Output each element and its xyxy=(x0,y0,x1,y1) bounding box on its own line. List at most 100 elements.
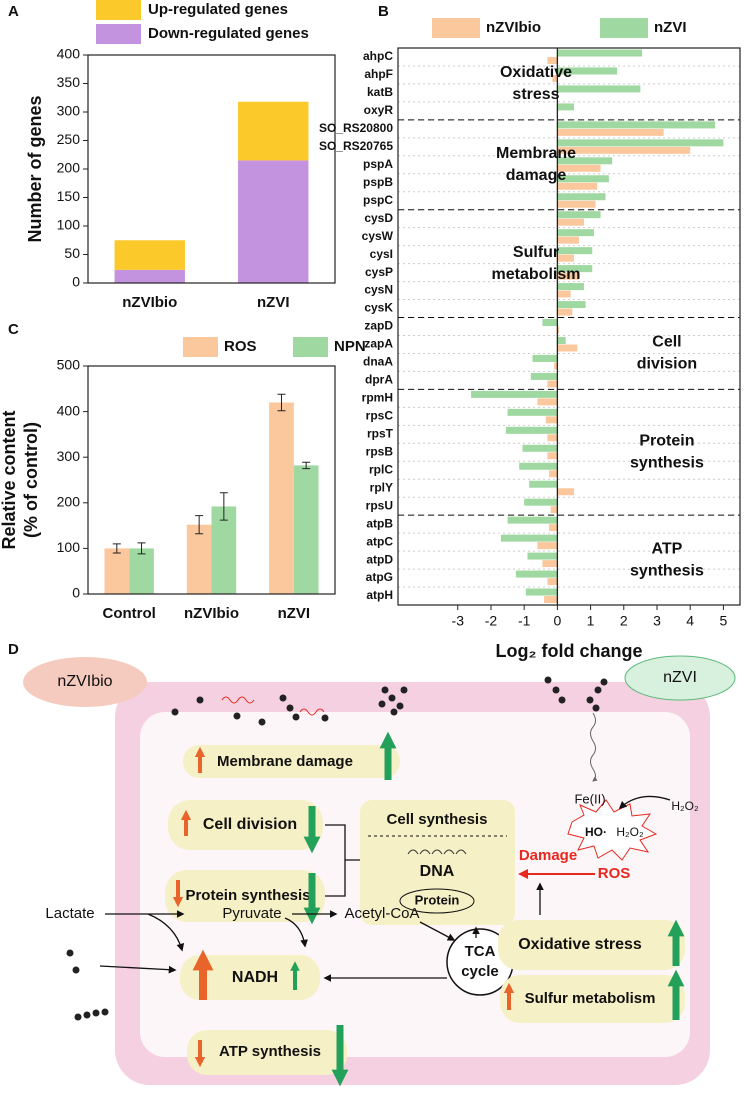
y-tick-label: 300 xyxy=(57,103,81,119)
x-tick-label: 2 xyxy=(620,613,628,629)
bar xyxy=(293,465,319,594)
label: Oxidative stress xyxy=(518,936,642,953)
legend-swatch xyxy=(293,337,328,357)
bar xyxy=(554,362,558,370)
label: Lactate xyxy=(45,905,94,922)
x-tick-label: Control xyxy=(103,605,156,622)
category-label: pspB xyxy=(363,175,393,189)
bar xyxy=(549,470,558,478)
bar xyxy=(547,57,558,64)
label: H₂O₂ xyxy=(671,799,699,813)
group-label: stress xyxy=(512,86,559,103)
bar xyxy=(557,200,596,208)
category-label: atpG xyxy=(366,570,393,584)
x-tick-label: nZVI xyxy=(278,605,311,622)
category-label: atpD xyxy=(366,552,393,566)
label: Membrane damage xyxy=(217,753,353,770)
bar xyxy=(557,164,601,172)
x-tick-label: nZVI xyxy=(257,294,290,311)
label: Sulfur metabolism xyxy=(525,990,656,1007)
y-tick-label: 400 xyxy=(57,402,81,418)
bar xyxy=(542,319,558,327)
group-label: Cell xyxy=(652,334,681,351)
y-tick-label: 300 xyxy=(57,448,81,464)
bar xyxy=(557,283,584,291)
category-label: cysI xyxy=(370,247,393,261)
legend-swatch xyxy=(96,0,141,20)
bar xyxy=(104,548,130,594)
bar xyxy=(557,336,566,344)
arrow xyxy=(147,913,185,952)
bar xyxy=(537,542,558,550)
burst xyxy=(567,799,658,861)
category-label: katB xyxy=(367,85,393,99)
bar xyxy=(557,229,594,237)
y-tick-label: 0 xyxy=(72,585,80,601)
group-label: damage xyxy=(506,167,567,184)
bar xyxy=(542,560,558,568)
y-tick-label: 250 xyxy=(57,131,81,147)
bar xyxy=(471,390,558,398)
legend-label: nZVI xyxy=(654,19,687,36)
label: HO· xyxy=(585,825,607,839)
x-tick-label: 0 xyxy=(553,613,561,629)
plot-frame xyxy=(397,47,741,606)
bar xyxy=(519,462,558,470)
bar xyxy=(269,402,294,594)
group-label: division xyxy=(637,356,697,373)
category-label: rpsT xyxy=(367,426,394,440)
error-bar xyxy=(137,542,146,555)
box xyxy=(360,800,515,925)
error-bar xyxy=(302,461,311,470)
bar xyxy=(505,426,558,434)
label: Acetyl-CoA xyxy=(344,905,419,922)
bar xyxy=(211,506,237,594)
label: nZVI xyxy=(663,669,697,686)
bar xyxy=(557,128,664,136)
bar xyxy=(557,146,691,154)
diagram: nZVIbio nZVI Membrane damage Cell divisi… xyxy=(23,655,736,1087)
label: Cell division xyxy=(203,816,297,833)
pill xyxy=(498,920,685,970)
error-bar xyxy=(195,515,204,535)
category-label: oxyR xyxy=(364,103,394,117)
y-axis-label: Relative content xyxy=(0,410,19,549)
x-tick-label: 3 xyxy=(653,613,661,629)
category-label: rplC xyxy=(369,462,393,476)
y-tick-label: 200 xyxy=(57,160,81,176)
particle-badge xyxy=(23,657,147,707)
bar xyxy=(544,596,558,604)
bar xyxy=(524,498,558,506)
category-label: pspC xyxy=(363,193,393,207)
bar xyxy=(557,218,584,226)
arrow xyxy=(284,917,308,948)
wave xyxy=(221,696,325,716)
category-label: pspA xyxy=(363,157,393,171)
plot-frame xyxy=(87,365,336,595)
category-label: ahpC xyxy=(363,49,393,63)
category-label: rplY xyxy=(370,480,393,494)
pill xyxy=(180,955,320,1000)
label: NADH xyxy=(232,969,278,986)
label: Protein synthesis xyxy=(185,887,310,904)
label: cycle xyxy=(461,963,499,980)
legend-label: nZVIbio xyxy=(486,19,541,36)
category-label: ahpF xyxy=(364,67,393,81)
label: ROS xyxy=(598,865,631,882)
group-label: synthesis xyxy=(630,454,704,471)
group-label: metabolism xyxy=(492,266,581,283)
category-label: atpB xyxy=(366,516,393,530)
category-label: rpsU xyxy=(366,498,393,512)
bar xyxy=(507,516,558,524)
label: ATP synthesis xyxy=(219,1043,321,1060)
y-tick-label: 150 xyxy=(57,188,81,204)
group-label: Sulfur xyxy=(513,244,559,261)
label: nZVIbio xyxy=(57,673,112,690)
y-tick-label: 350 xyxy=(57,74,81,90)
bracket xyxy=(325,824,360,897)
bar xyxy=(557,272,579,280)
panel-label: B xyxy=(378,3,389,20)
category-label: atpC xyxy=(366,534,393,548)
bar xyxy=(500,534,558,542)
particle-badge xyxy=(624,655,736,701)
